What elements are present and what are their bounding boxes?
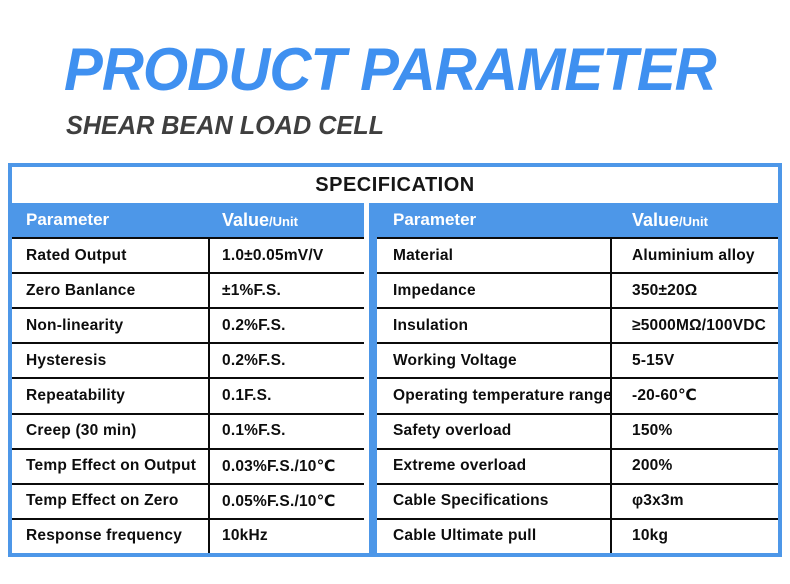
table-row: Creep (30 min) 0.1%F.S. bbox=[12, 412, 364, 448]
parameter-cell: Working Voltage bbox=[377, 344, 612, 378]
table-row: Temp Effect on Output 0.03%F.S./10℃ bbox=[12, 447, 364, 483]
parameter-cell: Non-linearity bbox=[12, 309, 210, 343]
table-row: Safety overload 150% bbox=[377, 412, 778, 448]
value-cell: 0.2%F.S. bbox=[222, 351, 286, 369]
center-gap bbox=[364, 203, 369, 553]
table-row: Response frequency 10kHz bbox=[12, 517, 364, 553]
right-table-header: Parameter Value/Unit bbox=[377, 203, 778, 237]
value-cell: 0.1F.S. bbox=[222, 386, 272, 404]
parameter-cell: Hysteresis bbox=[12, 344, 210, 378]
value-cell: 0.1%F.S. bbox=[222, 422, 286, 440]
value-cell: 0.03%F.S./10℃ bbox=[222, 457, 336, 475]
table-row: Extreme overload 200% bbox=[377, 447, 778, 483]
table-row: Repeatability 0.1F.S. bbox=[12, 377, 364, 413]
parameter-cell: Rated Output bbox=[12, 239, 210, 273]
parameter-cell: Extreme overload bbox=[377, 449, 612, 483]
right-table-body: Material Aluminium alloy Impedance 350±2… bbox=[377, 237, 778, 553]
table-halves: Parameter Value/Unit Rated Output 1.0±0.… bbox=[12, 203, 778, 553]
parameter-cell: Temp Effect on Zero bbox=[12, 484, 210, 518]
table-row: Material Aluminium alloy bbox=[377, 237, 778, 273]
parameter-cell: Repeatability bbox=[12, 379, 210, 413]
specification-banner: SPECIFICATION bbox=[315, 173, 475, 196]
value-cell: Aluminium alloy bbox=[632, 246, 755, 264]
page-title: PRODUCT PARAMETER bbox=[64, 36, 717, 103]
parameter-cell: Insulation bbox=[377, 309, 612, 343]
value-cell: 5-15V bbox=[632, 351, 675, 369]
table-row: Cable Specifications φ3x3m bbox=[377, 482, 778, 518]
parameter-cell: Response frequency bbox=[12, 519, 210, 553]
table-row: Impedance 350±20Ω bbox=[377, 272, 778, 308]
table-row: Temp Effect on Zero 0.05%F.S./10℃ bbox=[12, 482, 364, 518]
left-table-header: Parameter Value/Unit bbox=[12, 203, 364, 237]
right-table: Parameter Value/Unit Material Aluminium … bbox=[377, 203, 778, 553]
page-subtitle: SHEAR BEAN LOAD CELL bbox=[66, 110, 385, 140]
parameter-cell: Zero Banlance bbox=[12, 274, 210, 308]
table-row: Zero Banlance ±1%F.S. bbox=[12, 272, 364, 308]
header-unit-text: /Unit bbox=[679, 213, 708, 229]
value-cell: 1.0±0.05mV/V bbox=[222, 246, 324, 264]
parameter-cell: Safety overload bbox=[377, 414, 612, 448]
value-cell: 10kg bbox=[632, 527, 669, 545]
value-cell: 200% bbox=[632, 457, 673, 475]
header-unit-text: /Unit bbox=[269, 213, 298, 229]
table-row: Operating temperature range -20-60℃ bbox=[377, 377, 778, 413]
value-cell: 10kHz bbox=[222, 527, 268, 545]
header-value-text: Value bbox=[222, 209, 270, 230]
table-row: Hysteresis 0.2%F.S. bbox=[12, 342, 364, 378]
parameter-cell: Material bbox=[377, 239, 612, 273]
left-table: Parameter Value/Unit Rated Output 1.0±0.… bbox=[12, 203, 364, 553]
specification-table: SPECIFICATION Parameter Value/Unit Rated… bbox=[8, 163, 782, 557]
value-cell: 0.2%F.S. bbox=[222, 316, 286, 334]
table-row: Insulation ≥5000MΩ/100VDC bbox=[377, 307, 778, 343]
parameter-cell: Cable Specifications bbox=[377, 484, 612, 518]
parameter-cell: Temp Effect on Output bbox=[12, 449, 210, 483]
table-row: Non-linearity 0.2%F.S. bbox=[12, 307, 364, 343]
header-value-label: Value/Unit bbox=[612, 210, 708, 231]
header-value-text: Value bbox=[632, 209, 680, 230]
header-value-label: Value/Unit bbox=[210, 210, 298, 231]
left-table-body: Rated Output 1.0±0.05mV/V Zero Banlance … bbox=[12, 237, 364, 553]
header-parameter-label: Parameter bbox=[393, 210, 477, 229]
parameter-cell: Creep (30 min) bbox=[12, 414, 210, 448]
value-cell: ±1%F.S. bbox=[222, 281, 282, 299]
parameter-cell: Impedance bbox=[377, 274, 612, 308]
value-cell: 0.05%F.S./10℃ bbox=[222, 492, 336, 510]
parameter-cell: Cable Ultimate pull bbox=[377, 519, 612, 553]
table-row: Working Voltage 5-15V bbox=[377, 342, 778, 378]
value-cell: φ3x3m bbox=[632, 492, 684, 510]
table-row: Cable Ultimate pull 10kg bbox=[377, 517, 778, 553]
header-parameter-label: Parameter bbox=[26, 210, 110, 229]
parameter-cell: Operating temperature range bbox=[377, 379, 612, 413]
value-cell: 350±20Ω bbox=[632, 281, 698, 299]
value-cell: 150% bbox=[632, 422, 673, 440]
table-row: Rated Output 1.0±0.05mV/V bbox=[12, 237, 364, 273]
center-divider bbox=[369, 203, 377, 553]
value-cell: ≥5000MΩ/100VDC bbox=[632, 316, 767, 334]
value-cell: -20-60℃ bbox=[632, 387, 697, 405]
